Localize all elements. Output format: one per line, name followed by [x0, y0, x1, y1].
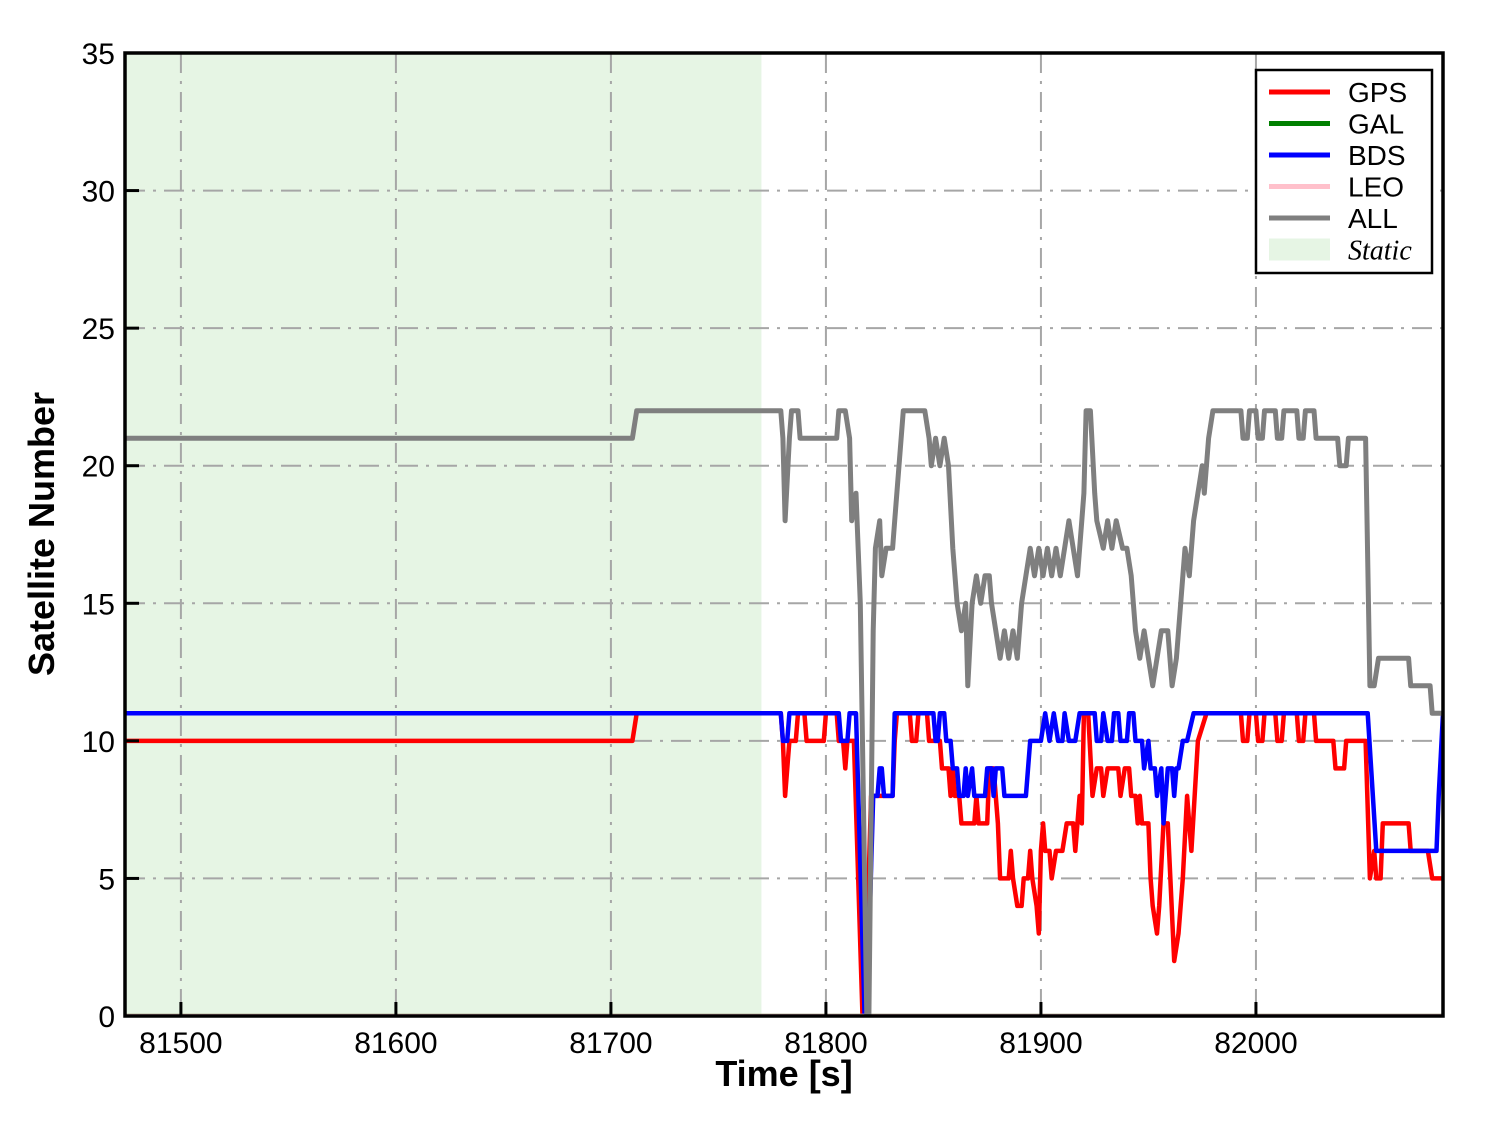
- gridlines: [125, 53, 1443, 1016]
- legend-label-leo: LEO: [1348, 172, 1404, 203]
- plot-border: [123, 51, 1445, 1018]
- data-series: [125, 408, 1443, 1016]
- y-tick-label: 0: [98, 1001, 115, 1034]
- legend-label-gps: GPS: [1348, 77, 1407, 108]
- x-tick-label: 81700: [569, 1027, 652, 1060]
- y-tick-label: 10: [82, 726, 115, 759]
- tick-marks: [125, 51, 1258, 1018]
- series-line-all: [125, 408, 1443, 1016]
- y-tick-label: 25: [82, 313, 115, 346]
- y-tick-label: 35: [82, 38, 115, 71]
- legend-label-all: ALL: [1348, 203, 1398, 234]
- y-tick-label: 20: [82, 451, 115, 484]
- x-tick-label: 81600: [354, 1027, 437, 1060]
- legend-swatch-static: [1269, 238, 1330, 261]
- static-region: [125, 53, 762, 1016]
- y-tick-label: 30: [82, 176, 115, 209]
- x-tick-label: 81800: [784, 1027, 867, 1060]
- y-tick-label: 5: [98, 863, 115, 896]
- y-axis-label: Satellite Number: [21, 392, 62, 676]
- x-tick-label: 81500: [139, 1027, 222, 1060]
- legend-label-gal: GAL: [1348, 109, 1404, 140]
- tick-labels: 81500 81600 81700 81800 81900 82000 0 5 10 15 20 25…: [82, 38, 1298, 1060]
- legend-label-static: Static: [1348, 236, 1412, 267]
- x-tick-label: 81900: [999, 1027, 1082, 1060]
- series-line-bds: [125, 711, 1443, 1016]
- y-tick-label: 15: [82, 588, 115, 621]
- axes-frame: [123, 51, 1445, 1018]
- x-tick-label: 82000: [1214, 1027, 1297, 1060]
- x-axis-label: Time [s]: [715, 1053, 852, 1094]
- static-region-shading: [125, 53, 762, 1016]
- legend-label-bds: BDS: [1348, 140, 1406, 171]
